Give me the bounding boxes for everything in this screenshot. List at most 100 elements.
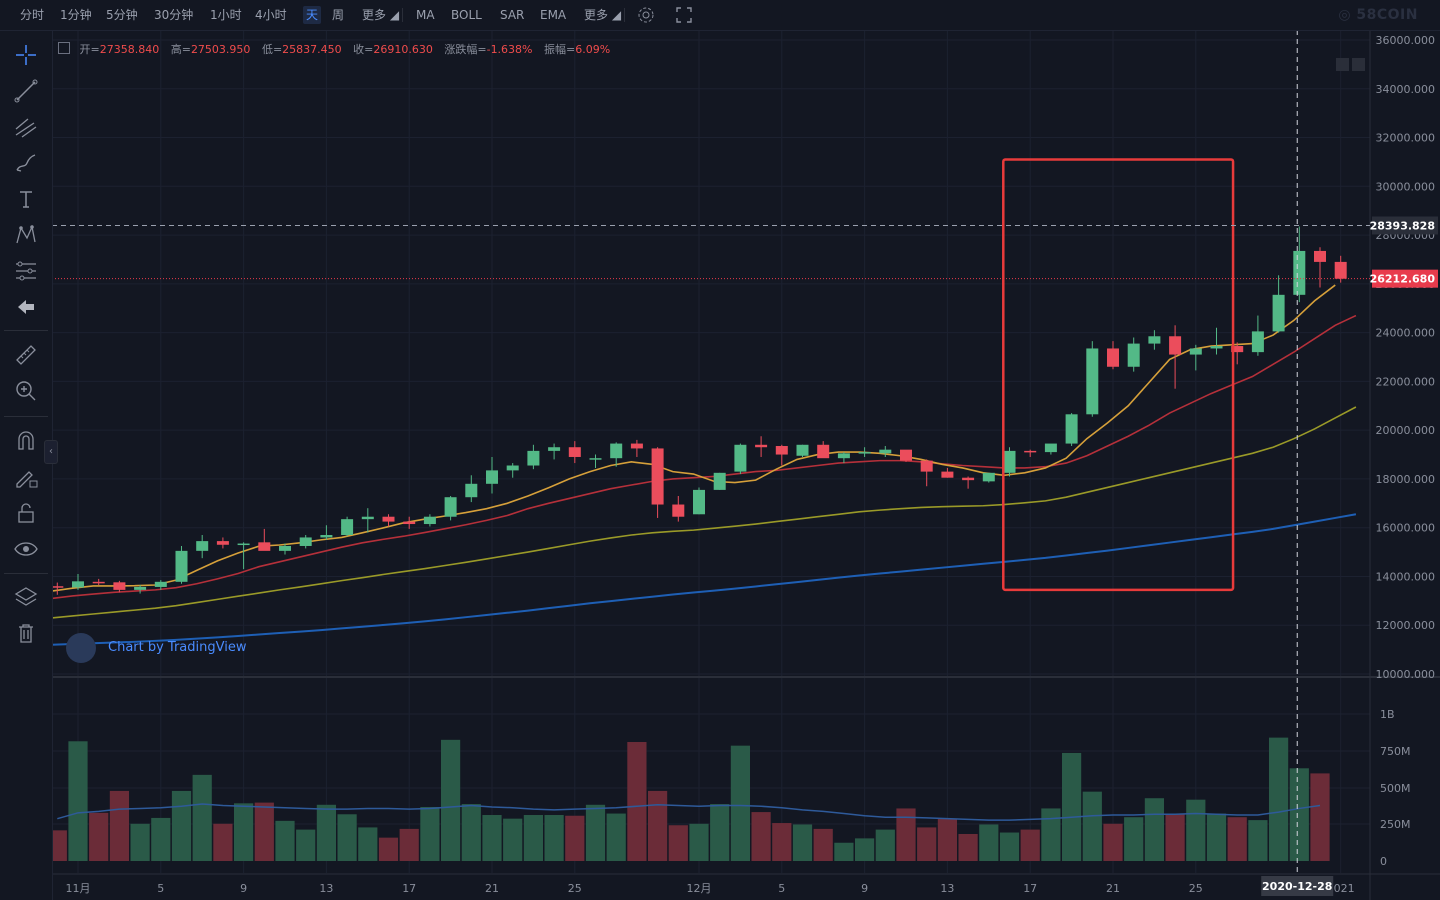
volume-bar: [1020, 829, 1040, 861]
pattern-icon[interactable]: [12, 221, 40, 249]
collapse-toolbar-button[interactable]: ‹: [44, 440, 58, 464]
lock-drawing-icon[interactable]: [12, 463, 40, 491]
close-label: 收: [353, 43, 365, 56]
interval-more-button[interactable]: 更多 ◢: [362, 8, 400, 22]
fib-retracement-icon[interactable]: [12, 257, 40, 285]
candle-body: [465, 483, 478, 498]
time-tick-label: 9: [861, 882, 868, 895]
volume-tick-label: 0: [1380, 855, 1387, 868]
candle-body: [320, 535, 333, 538]
interval-7-button[interactable]: 周: [332, 8, 345, 22]
candle-body: [1210, 346, 1223, 349]
volume-tick-label: 1B: [1380, 708, 1395, 721]
volume-bar: [213, 823, 233, 861]
candle-body: [630, 443, 643, 449]
volume-bar: [1124, 817, 1144, 861]
volume-bar: [585, 804, 606, 861]
indicator-boll-button[interactable]: BOLL: [451, 8, 482, 22]
candle-body: [693, 489, 705, 515]
candle-body: [651, 448, 664, 505]
magnet-icon[interactable]: [12, 427, 40, 455]
volume-bar: [1310, 773, 1330, 861]
candle-body: [982, 472, 995, 482]
crosshair-icon[interactable]: [12, 41, 40, 69]
volume-bar: [68, 741, 88, 861]
volume-bar: [772, 823, 792, 861]
volume-bar: [1165, 813, 1185, 861]
last-price-tag: [1372, 269, 1438, 288]
candle-body: [382, 516, 395, 522]
highlight-box: [1002, 158, 1235, 592]
ruler-icon[interactable]: [12, 341, 40, 369]
volume-bar: [171, 790, 192, 861]
time-tick-label: 2021: [1327, 882, 1355, 895]
legend-toggle-button[interactable]: [1336, 58, 1349, 71]
volume-ma-line: [57, 803, 1321, 821]
volume-bar: [275, 820, 295, 861]
trend-line-icon[interactable]: [12, 77, 40, 105]
trash-icon[interactable]: [12, 619, 40, 647]
ma30-line: [51, 406, 1357, 619]
candle-body: [962, 477, 975, 481]
interval-1-button[interactable]: 1分钟: [60, 8, 92, 22]
volume-tick-label: 250M: [1380, 818, 1411, 831]
indicator-more-button[interactable]: 更多 ◢: [584, 8, 622, 22]
indicator-ema-button[interactable]: EMA: [540, 8, 567, 22]
volume-bar: [855, 838, 875, 861]
layers-icon[interactable]: [12, 583, 40, 611]
volume-bar: [627, 742, 647, 861]
volume-bar: [958, 833, 978, 861]
candle-body: [1231, 346, 1244, 353]
last-price-label: 26212.680: [1370, 273, 1436, 286]
volume-bar: [254, 802, 274, 861]
high-value: 27503.950: [190, 43, 251, 56]
candle-body: [858, 452, 871, 454]
time-tick-label: 5: [778, 882, 785, 895]
unlock-icon[interactable]: [12, 499, 40, 527]
candle-body: [796, 444, 809, 456]
candle-body: [837, 453, 850, 459]
interval-4-button[interactable]: 1小时: [210, 8, 242, 22]
legend-toggle-button[interactable]: [1352, 58, 1365, 71]
fullscreen-icon[interactable]: [674, 5, 694, 25]
interval-6-button[interactable]: 天: [303, 0, 322, 30]
close-value: 26910.630: [373, 43, 433, 56]
zoom-in-icon[interactable]: [12, 377, 40, 405]
arrow-back-icon[interactable]: [12, 293, 40, 321]
candle-body: [1148, 336, 1161, 344]
volume-bar: [1144, 798, 1164, 861]
interval-5-button[interactable]: 4小时: [255, 8, 287, 22]
gear-icon[interactable]: [636, 5, 656, 25]
indicator-ma-button[interactable]: MA: [416, 8, 435, 22]
brush-icon[interactable]: [12, 149, 40, 177]
candle-body: [920, 460, 933, 472]
volume-bar: [337, 814, 357, 861]
amplitude-label: 振幅: [544, 43, 567, 56]
volume-bar: [441, 739, 461, 861]
candle-body: [1044, 443, 1057, 453]
price-tick-label: 14000.000: [1376, 570, 1436, 583]
volume-bar: [89, 812, 109, 861]
candle-body: [216, 541, 229, 545]
volume-tick-label: 750M: [1380, 745, 1411, 758]
volume-bar: [151, 817, 171, 861]
eye-icon[interactable]: [12, 535, 40, 563]
interval-2-button[interactable]: 5分钟: [106, 8, 138, 22]
volume-bar: [1103, 823, 1123, 861]
candle-body: [92, 581, 105, 584]
interval-3-button[interactable]: 30分钟: [154, 8, 194, 22]
expand-legend-icon[interactable]: [58, 42, 70, 54]
price-tick-label: 16000.000: [1376, 522, 1436, 535]
interval-0-button[interactable]: 分时: [20, 8, 45, 22]
volume-bar: [1041, 808, 1061, 861]
indicator-sar-button[interactable]: SAR: [500, 8, 525, 22]
price-tick-label: 30000.000: [1376, 180, 1436, 193]
text-tool-icon[interactable]: [12, 185, 40, 213]
candle-body: [154, 581, 167, 587]
pitchfork-icon[interactable]: [12, 113, 40, 141]
candle-body: [1334, 261, 1347, 279]
drawing-toolbar: [0, 31, 53, 900]
candle-body: [755, 444, 768, 448]
volume-bar: [234, 803, 254, 861]
